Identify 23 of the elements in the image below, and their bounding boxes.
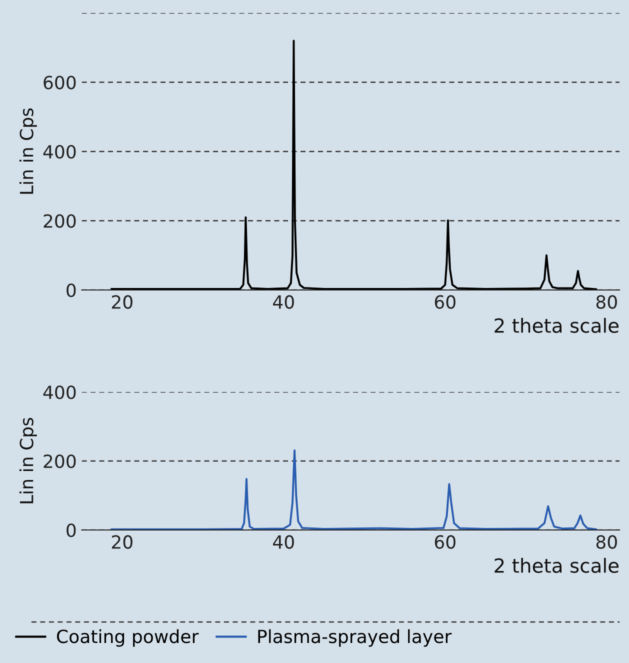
x-tick-label: 60 bbox=[434, 535, 456, 549]
line-series bbox=[110, 40, 598, 290]
line-series bbox=[110, 449, 598, 530]
x-axis-title: 2 theta scale bbox=[494, 558, 619, 573]
legend-label: Plasma-sprayed layer bbox=[258, 629, 452, 647]
y-tick-label: 200 bbox=[44, 214, 76, 228]
x-tick-label: 20 bbox=[112, 535, 132, 549]
x-tick-label: 40 bbox=[273, 535, 294, 549]
x-tick-label: 40 bbox=[273, 295, 294, 309]
y-axis-title: Lin in Cps bbox=[19, 108, 37, 194]
y-axis-title: Lin in Cps bbox=[19, 418, 37, 504]
y-tick-label: 400 bbox=[43, 385, 76, 400]
y-tick-label: 0 bbox=[66, 523, 76, 538]
x-tick-label: 80 bbox=[596, 295, 617, 309]
legend-label: Coating powder bbox=[56, 629, 199, 647]
x-tick-label: 60 bbox=[434, 295, 456, 309]
x-tick-label: 20 bbox=[112, 295, 132, 309]
y-tick-label: 400 bbox=[43, 144, 76, 159]
y-tick-label: 600 bbox=[44, 76, 76, 90]
y-tick-label: 0 bbox=[66, 283, 76, 298]
y-tick-label: 200 bbox=[44, 454, 76, 468]
x-tick-label: 80 bbox=[596, 535, 617, 549]
x-axis-title: 2 theta scale bbox=[494, 318, 619, 333]
